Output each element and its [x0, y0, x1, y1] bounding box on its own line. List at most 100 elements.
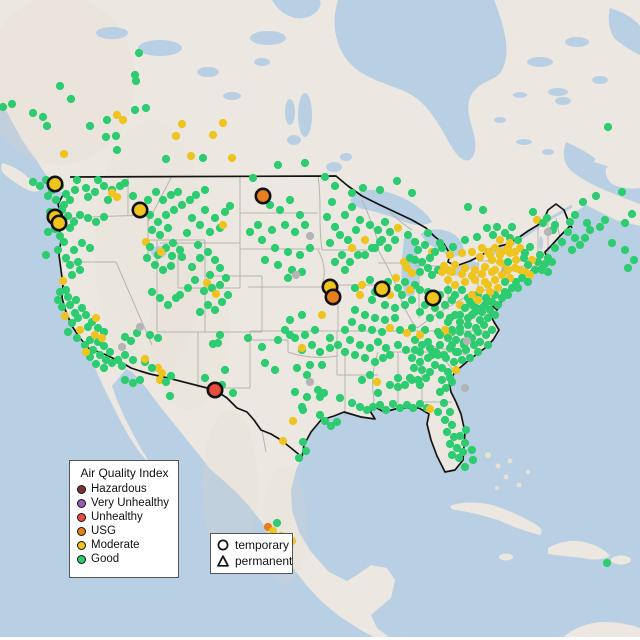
monitor-dot: [493, 300, 503, 310]
monitor-dot: [163, 223, 173, 233]
monitor-dot: [477, 243, 487, 253]
monitor-dot: [407, 323, 417, 333]
monitor-dot: [517, 273, 527, 283]
monitor-dot: [543, 267, 553, 277]
monitor-dot: [243, 333, 253, 343]
monitor-dot: [447, 450, 457, 460]
monitor-dot: [65, 300, 75, 310]
highlighted-monitor-dot: [206, 381, 224, 399]
aqi-legend-label: Moderate: [91, 539, 140, 551]
monitor-dot: [443, 275, 453, 285]
monitor-dot: [393, 223, 403, 233]
monitor-dot: [0, 102, 8, 112]
monitor-dot: [297, 310, 307, 320]
monitor-dot: [257, 235, 267, 245]
monitor-dot: [103, 195, 113, 205]
monitor-dot: [463, 202, 473, 212]
monitor-dot: [307, 340, 317, 350]
monitor-dot: [445, 343, 455, 353]
monitor-dot: [505, 238, 515, 248]
monitor-dot: [451, 335, 461, 345]
monitor-dot: [460, 462, 470, 472]
monitor-dot: [455, 431, 465, 441]
monitor-dot: [370, 243, 380, 253]
monitor-dot: [490, 310, 500, 320]
monitor-dot: [469, 340, 479, 350]
monitor-dot: [175, 245, 185, 255]
marker-type-label: permanent: [235, 554, 293, 568]
monitor-dot: [443, 333, 453, 343]
monitor-dot: [60, 311, 70, 321]
monitor-dot: [447, 377, 457, 387]
monitor-dot: [112, 110, 122, 120]
monitor-dot: [415, 357, 425, 367]
monitor-dot: [390, 235, 400, 245]
monitor-dot: [488, 230, 498, 240]
monitor-dot: [93, 175, 103, 185]
monitor-dot: [283, 273, 293, 283]
monitor-dot: [326, 421, 336, 431]
monitor-dot: [400, 380, 410, 390]
monitor-dot: [390, 303, 400, 313]
monitor-dot: [350, 283, 360, 293]
aqi-legend-label: USG: [91, 525, 116, 538]
monitor-dot: [345, 257, 355, 267]
monitor-dot: [101, 132, 111, 142]
monitor-dot: [447, 325, 457, 335]
monitor-dot: [627, 209, 637, 219]
monitor-dot: [351, 225, 361, 235]
monitor-dot: [61, 285, 71, 295]
monitor-dot: [570, 233, 580, 243]
monitor-dot: [210, 305, 220, 315]
monitor-dot: [59, 149, 69, 159]
monitor-dot: [41, 250, 51, 260]
aqi-legend-label: Hazardous: [91, 483, 147, 496]
monitor-dot: [81, 310, 91, 320]
monitor-dot: [102, 115, 112, 125]
monitor-dot: [205, 227, 215, 237]
labrador-sea: [608, 8, 640, 55]
monitor-dot: [360, 235, 370, 245]
monitor-dot: [305, 243, 315, 253]
monitor-dot: [443, 317, 453, 327]
monitor-dot: [202, 278, 212, 288]
monitor-dot: [177, 200, 187, 210]
aqi-legend-row-hazardous: Hazardous: [77, 483, 178, 497]
monitor-dot: [171, 131, 181, 141]
monitor-dot: [163, 300, 173, 310]
monitor-dot: [90, 330, 100, 340]
monitor-dot: [65, 223, 75, 233]
monitor-dot: [317, 310, 327, 320]
monitor-dot: [460, 383, 470, 393]
monitor-dot: [399, 257, 409, 267]
monitor-dot: [221, 273, 231, 283]
monitor-dot: [355, 290, 365, 300]
monitor-dot: [457, 269, 467, 279]
monitor-dot: [513, 235, 523, 245]
monitor-dot: [465, 353, 475, 363]
monitor-dot: [511, 255, 521, 265]
monitor-dot: [450, 310, 460, 320]
monitor-dot: [257, 342, 267, 352]
monitor-dot: [375, 185, 385, 195]
monitor-dot: [43, 227, 53, 237]
monitor-dot: [305, 360, 315, 370]
monitor-dot: [273, 335, 283, 345]
monitor-dot: [61, 189, 71, 199]
monitor-dot: [547, 257, 557, 267]
monitor-dot: [495, 235, 505, 245]
monitor-dot: [128, 191, 138, 201]
monitor-dot: [169, 205, 179, 215]
lake-winnipeg: [298, 93, 312, 137]
monitor-dot: [591, 191, 601, 201]
monitor-dot: [365, 220, 375, 230]
monitor-dot: [158, 265, 168, 275]
monitor-dot: [300, 158, 310, 168]
monitor-dot: [91, 359, 101, 369]
monitor-dot: [38, 112, 48, 122]
bahamas: [485, 452, 530, 490]
monitor-dot: [142, 253, 152, 263]
monitor-dot: [182, 228, 192, 238]
monitor-dot: [370, 357, 380, 367]
monitor-dot: [345, 335, 355, 345]
